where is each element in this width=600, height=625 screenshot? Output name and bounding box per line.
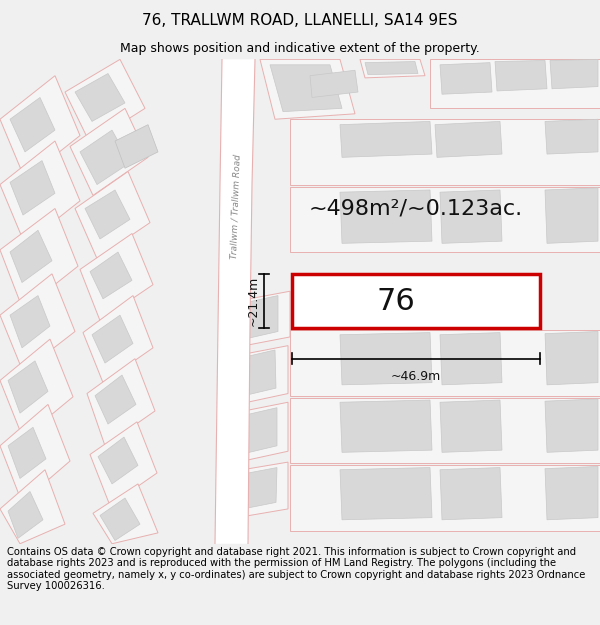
Polygon shape — [290, 466, 600, 531]
Polygon shape — [545, 331, 598, 385]
Polygon shape — [340, 121, 432, 158]
Polygon shape — [440, 468, 502, 520]
Polygon shape — [270, 65, 342, 112]
Polygon shape — [290, 331, 600, 396]
Polygon shape — [0, 470, 65, 544]
Polygon shape — [223, 462, 288, 520]
Polygon shape — [10, 296, 50, 348]
Polygon shape — [440, 62, 492, 94]
Polygon shape — [292, 274, 540, 328]
Polygon shape — [8, 491, 43, 538]
Polygon shape — [0, 76, 80, 179]
Polygon shape — [92, 315, 133, 363]
Polygon shape — [231, 468, 277, 511]
Polygon shape — [228, 296, 278, 343]
Polygon shape — [550, 59, 598, 89]
Polygon shape — [440, 400, 502, 452]
Text: ~21.4m: ~21.4m — [247, 276, 260, 326]
Polygon shape — [10, 161, 55, 215]
Polygon shape — [260, 59, 355, 119]
Text: ~46.9m: ~46.9m — [391, 369, 441, 382]
Text: Trallwm / Trallwm Road: Trallwm / Trallwm Road — [230, 154, 242, 259]
Polygon shape — [290, 119, 600, 184]
Polygon shape — [8, 361, 48, 413]
Polygon shape — [10, 230, 52, 282]
Polygon shape — [0, 141, 80, 244]
Polygon shape — [0, 339, 73, 438]
Text: 76, TRALLWM ROAD, LLANELLI, SA14 9ES: 76, TRALLWM ROAD, LLANELLI, SA14 9ES — [142, 13, 458, 28]
Polygon shape — [230, 408, 277, 457]
Polygon shape — [545, 399, 598, 452]
Polygon shape — [93, 484, 158, 544]
Polygon shape — [83, 296, 153, 382]
Polygon shape — [85, 190, 130, 239]
Polygon shape — [360, 59, 425, 78]
Polygon shape — [435, 121, 502, 158]
Polygon shape — [0, 209, 78, 310]
Polygon shape — [340, 400, 432, 452]
Polygon shape — [545, 466, 598, 520]
Polygon shape — [90, 422, 157, 506]
Polygon shape — [0, 404, 70, 502]
Polygon shape — [90, 252, 132, 299]
Polygon shape — [545, 188, 598, 243]
Polygon shape — [115, 124, 158, 168]
Polygon shape — [430, 59, 600, 108]
Polygon shape — [95, 375, 136, 424]
Polygon shape — [80, 130, 130, 184]
Polygon shape — [222, 402, 288, 466]
Polygon shape — [87, 359, 155, 446]
Polygon shape — [75, 171, 150, 259]
Polygon shape — [340, 190, 432, 243]
Text: ~498m²/~0.123ac.: ~498m²/~0.123ac. — [309, 199, 523, 219]
Text: Contains OS data © Crown copyright and database right 2021. This information is : Contains OS data © Crown copyright and d… — [7, 547, 586, 591]
Polygon shape — [8, 428, 46, 479]
Text: Map shows position and indicative extent of the property.: Map shows position and indicative extent… — [120, 41, 480, 54]
Polygon shape — [220, 346, 288, 408]
Polygon shape — [100, 498, 140, 541]
Polygon shape — [228, 350, 276, 399]
Polygon shape — [0, 274, 75, 372]
Polygon shape — [340, 332, 432, 385]
Polygon shape — [545, 119, 598, 154]
Polygon shape — [440, 190, 502, 243]
Polygon shape — [340, 468, 432, 520]
Polygon shape — [215, 59, 255, 544]
Polygon shape — [495, 61, 547, 91]
Polygon shape — [98, 437, 138, 484]
Polygon shape — [310, 70, 358, 98]
Polygon shape — [70, 108, 148, 196]
Polygon shape — [290, 187, 600, 252]
Polygon shape — [290, 398, 600, 463]
Polygon shape — [65, 59, 145, 143]
Text: 76: 76 — [377, 286, 415, 316]
Polygon shape — [220, 291, 290, 350]
Polygon shape — [80, 234, 153, 321]
Polygon shape — [365, 61, 418, 74]
Polygon shape — [75, 74, 125, 121]
Polygon shape — [10, 98, 55, 152]
Polygon shape — [440, 332, 502, 385]
